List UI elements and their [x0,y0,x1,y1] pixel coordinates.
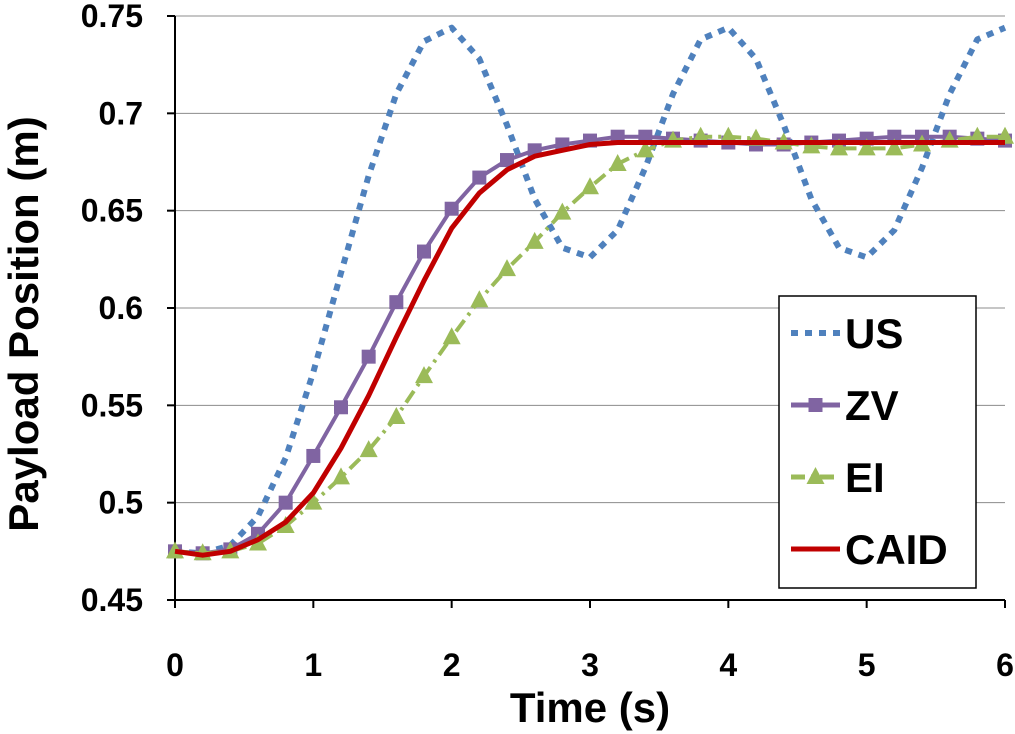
x-axis-title: Time (s) [510,684,670,731]
legend-label-zv: ZV [845,382,899,429]
data-point-zv [278,495,293,510]
x-tick-label: 1 [304,647,322,683]
legend-marker-zv [808,398,823,412]
data-point-ei [608,153,627,171]
y-tick-label: 0.6 [99,290,143,326]
y-tick-label: 0.5 [99,485,143,521]
data-point-ei [691,126,710,144]
x-tick-label: 0 [166,647,184,683]
data-point-ei [359,440,378,458]
data-point-ei [553,202,572,220]
y-tick-label: 0.45 [81,582,143,618]
data-point-ei [470,290,489,308]
data-point-ei [885,138,904,156]
legend: US ZV EI CAID [778,295,977,589]
axes [167,15,1006,608]
x-tick-label: 5 [858,647,876,683]
data-point-zv [500,153,514,168]
data-point-zv [334,400,348,415]
data-point-zv [389,295,404,310]
data-point-ei [442,327,461,345]
series-line-caid [174,140,1005,558]
data-point-ei [387,407,406,425]
x-tick-label: 4 [719,647,737,683]
data-point-ei [304,492,323,510]
data-point-ei [996,126,1014,144]
x-tick-label: 3 [581,647,599,683]
data-point-ei [525,231,544,249]
x-tick-label: 2 [443,647,461,683]
data-point-zv [306,448,321,463]
data-point-ei [719,126,738,144]
legend-marker-ei [806,467,825,484]
data-point-ei [857,138,876,156]
data-point-zv [444,201,459,216]
data-point-ei [415,366,433,384]
legend-box [778,295,977,589]
y-tick-label: 0.65 [81,193,143,229]
legend-label-ei: EI [845,454,885,501]
data-point-ei [581,177,599,195]
plot-area [166,24,1014,561]
tick-labels: 0.45 0.5 0.55 0.6 0.65 0.7 0.75 0 1 2 3 4 5 6 [81,0,1014,683]
y-tick-label: 0.55 [81,387,143,423]
legend-label-caid: CAID [845,526,948,573]
data-point-zv [417,244,431,259]
series-caid [174,140,1005,558]
data-point-ei [968,126,987,144]
data-point-ei [332,467,350,485]
legend-label-us: US [845,310,903,357]
y-tick-label: 0.7 [99,95,143,131]
data-point-ei [830,138,848,156]
x-tick-label: 6 [996,647,1014,683]
y-tick-label: 0.75 [81,0,143,34]
data-point-zv [472,170,487,185]
data-point-ei [498,259,516,277]
y-axis-title: Payload Position (m) [0,116,47,531]
data-point-ei [636,140,655,158]
data-point-zv [361,349,376,364]
series-ei [166,126,1014,561]
